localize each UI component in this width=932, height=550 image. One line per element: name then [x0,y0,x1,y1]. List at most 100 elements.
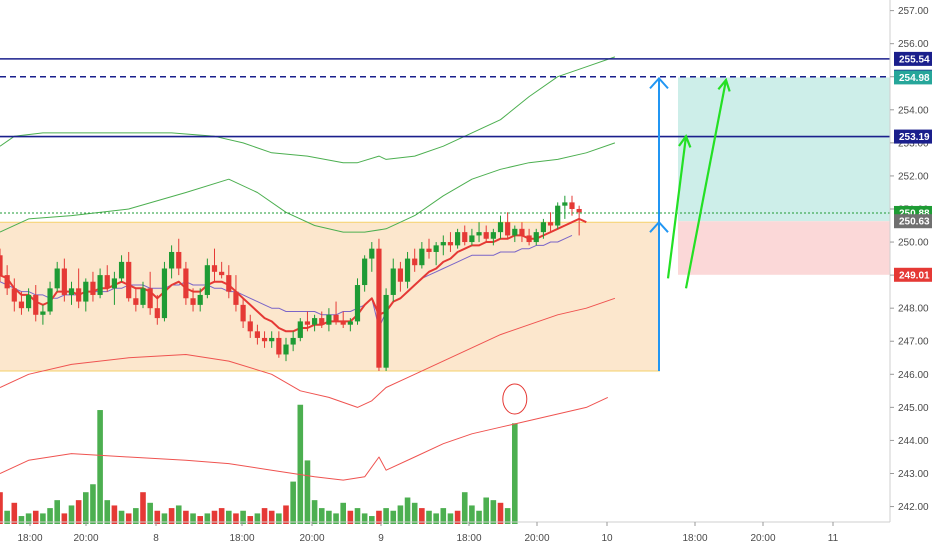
price-badge-label: 254.98 [899,73,930,84]
volume-bar [147,502,153,524]
candle-body [126,261,132,299]
volume-bar [290,481,296,524]
time-tick-label: 20:00 [73,533,98,544]
volume-bar [204,513,211,524]
measure-arrow-head-top [649,76,669,90]
volume-bar [11,502,18,524]
highlight-circle [502,383,528,415]
candle-body [462,232,468,243]
volume-bar [483,497,489,524]
volume-bar [411,502,418,524]
volume-bar [347,510,354,524]
volume-bar [268,510,275,524]
price-tick-label: 246.00 [898,370,929,381]
candle-body [555,205,561,226]
band-upper-line [0,56,616,164]
candle-body [68,288,75,295]
volume-bar [333,513,339,524]
volume-bar [461,492,468,524]
candle-body [540,222,546,233]
candle-body [147,288,153,309]
candle-body [283,344,289,355]
price-tick-label: 243.00 [898,469,929,480]
volume-bar [40,513,46,524]
volume-bar [154,510,161,524]
volume-bar [283,505,289,524]
volume-bar [504,508,511,524]
volume-bar [183,510,189,524]
projection-arrow-head [717,77,731,92]
volume-bar [376,510,382,524]
volume-bar [490,500,497,524]
volume-bar [469,505,475,524]
volume-bar [25,513,32,524]
projection-arrow-shaft [684,79,728,289]
position-stop-zone [678,221,890,275]
candle-body [304,321,311,325]
price-badge [894,70,932,85]
band-middle-line [0,142,616,233]
candle-body [426,248,432,252]
candle-body [419,248,425,266]
volume-bar [47,508,53,524]
price-tick-label: 256.00 [898,39,929,50]
candle-body [4,275,10,289]
candle-body [133,298,139,305]
price-badge-label: 255.54 [899,54,930,65]
candle-body [161,268,168,319]
price-tick-label: 254.00 [898,105,929,116]
candle-body [497,222,504,233]
price-tick-label: 244.00 [898,436,929,447]
volume-bar [140,492,146,524]
volume-bar [254,513,261,524]
volume-bar [433,513,439,524]
candle-body [483,232,489,239]
candle-body [362,258,368,286]
candle-body [390,268,396,295]
candle-body [526,235,532,243]
candle-body [233,291,239,305]
volume-bar [426,510,432,524]
candle-body [333,314,339,322]
volume-bar [54,500,60,524]
time-tick-label: 18:00 [17,533,42,544]
candle-body [269,337,275,342]
candle-body [54,268,60,289]
candle-body [354,285,361,322]
price-badge [894,51,932,66]
volume-bar [175,505,182,524]
time-tick-label: 20:00 [299,533,324,544]
candle-body [0,255,3,276]
volume-bar [304,460,311,524]
volume-bar [118,510,125,524]
volume-bar [240,510,246,524]
candle-body [569,202,575,209]
candle-body [197,294,203,305]
candle-body [376,248,382,368]
time-tick-label: 9 [378,533,384,544]
volume-bar [361,513,368,524]
measure-arrow-head-mid [649,220,669,233]
volume-bar [4,510,10,524]
candle-body [519,228,525,236]
volume-bar [32,510,39,524]
candle-body [547,222,554,226]
candle-body [240,304,246,322]
candle-body [169,251,175,269]
time-tick-label: 20:00 [524,533,549,544]
volume-bar [133,508,139,524]
candle-body [76,288,82,302]
candle-body [176,251,182,269]
price-badge-label: 250.88 [899,208,930,219]
volume-bar [197,516,203,524]
price-badge [894,214,932,229]
candle-body [40,311,46,315]
volume-bar [0,492,3,524]
candle-body [33,294,39,315]
price-tick-label: 252.00 [898,171,929,182]
volume-bar [390,510,397,524]
price-tick-label: 242.00 [898,502,929,513]
price-tick-label: 250.00 [898,238,929,249]
